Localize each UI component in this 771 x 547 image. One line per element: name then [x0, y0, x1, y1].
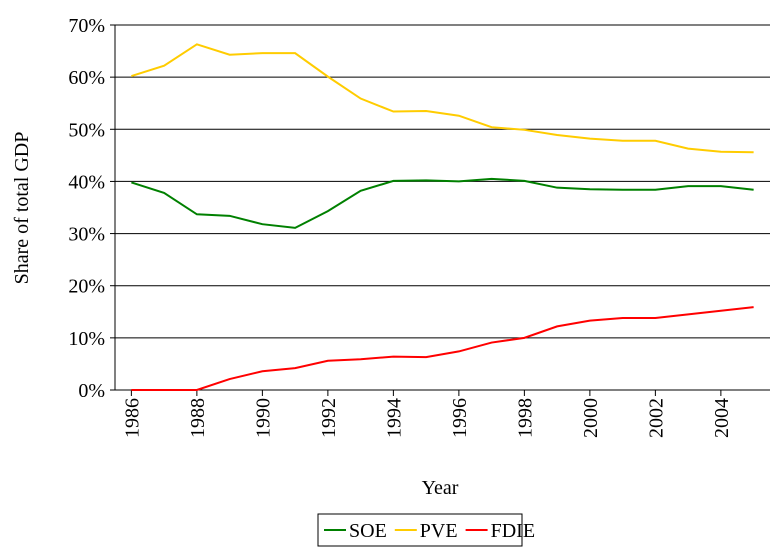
y-axis-label: Share of total GDP	[11, 132, 33, 285]
x-tick-label: 1998	[514, 398, 536, 438]
legend-box	[317, 513, 523, 547]
legend-label: PVE	[420, 520, 458, 542]
series-line	[131, 177, 754, 229]
x-tick-label: 1990	[252, 398, 274, 438]
y-tick-label: 0%	[78, 380, 105, 402]
x-axis-label: Year	[422, 477, 459, 499]
x-tick-label: 1996	[449, 398, 471, 438]
x-tick-label: 1994	[383, 398, 405, 438]
legend-label: SOE	[349, 520, 387, 542]
y-tick-label: 30%	[68, 224, 105, 246]
y-tick-label: 20%	[68, 276, 105, 298]
y-tick-label: 40%	[68, 171, 105, 193]
y-tick-label: 70%	[68, 15, 105, 37]
x-tick-label: 1988	[187, 398, 209, 438]
x-tick-label: 2004	[711, 398, 733, 438]
x-tick-label: 2002	[645, 398, 667, 438]
legend: SOE PVE FDIE	[317, 513, 535, 547]
series-line	[131, 306, 754, 391]
y-tick-label: 60%	[68, 67, 105, 89]
x-tick-label: 1986	[121, 398, 143, 438]
x-tick-label: 1992	[318, 398, 340, 438]
y-tick-label: 10%	[68, 328, 105, 350]
legend-label: FDIE	[491, 520, 535, 542]
y-tick-label: 50%	[68, 119, 105, 141]
x-tick-label: 2000	[580, 398, 602, 438]
series-line	[131, 43, 754, 154]
